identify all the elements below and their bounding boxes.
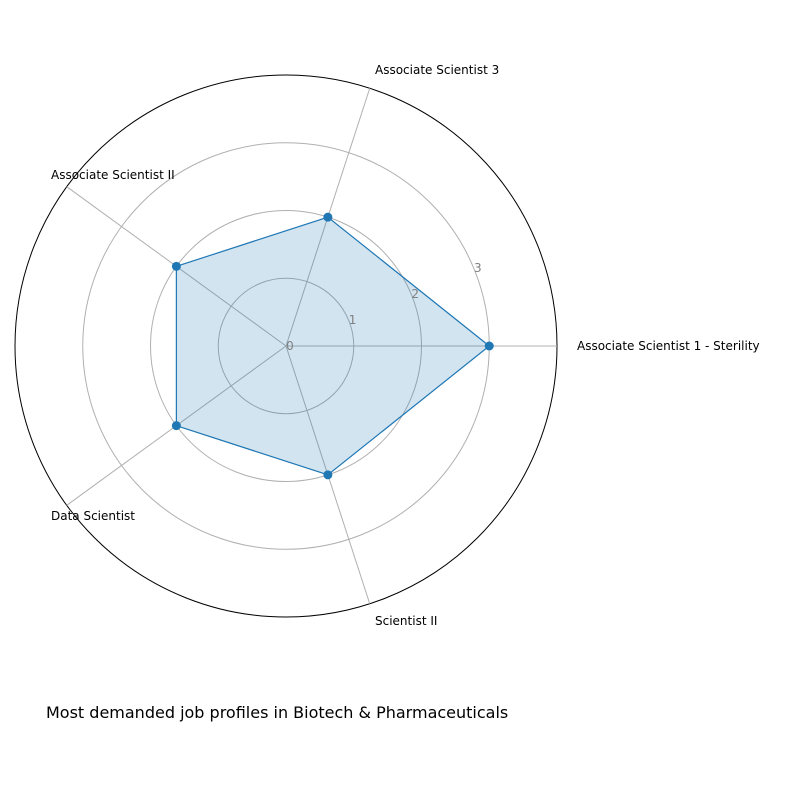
data-point-3 <box>171 421 181 431</box>
category-label: Scientist II <box>375 614 437 628</box>
chart-title: Most demanded job profiles in Biotech & … <box>46 703 508 722</box>
category-label: Associate Scientist 1 - Sterility <box>577 339 760 353</box>
data-point-2 <box>171 261 181 271</box>
radar-series <box>171 212 494 480</box>
data-point-4 <box>323 470 333 480</box>
category-label: Data Scientist <box>51 509 135 523</box>
category-labels: Associate Scientist 1 - Sterility Associa… <box>51 63 760 628</box>
radial-tick-label: 1 <box>349 313 357 327</box>
radial-tick-labels: 0 1 2 3 <box>286 261 481 353</box>
category-label: Associate Scientist 3 <box>375 63 499 77</box>
series-fill-area <box>176 217 490 475</box>
data-point-0 <box>484 341 494 351</box>
radial-tick-label: 2 <box>411 287 419 301</box>
radial-tick-label: 3 <box>474 261 482 275</box>
radial-tick-label: 0 <box>286 339 294 353</box>
data-point-1 <box>323 212 333 222</box>
category-label: Associate Scientist II <box>51 168 175 182</box>
series-line <box>175 216 491 476</box>
